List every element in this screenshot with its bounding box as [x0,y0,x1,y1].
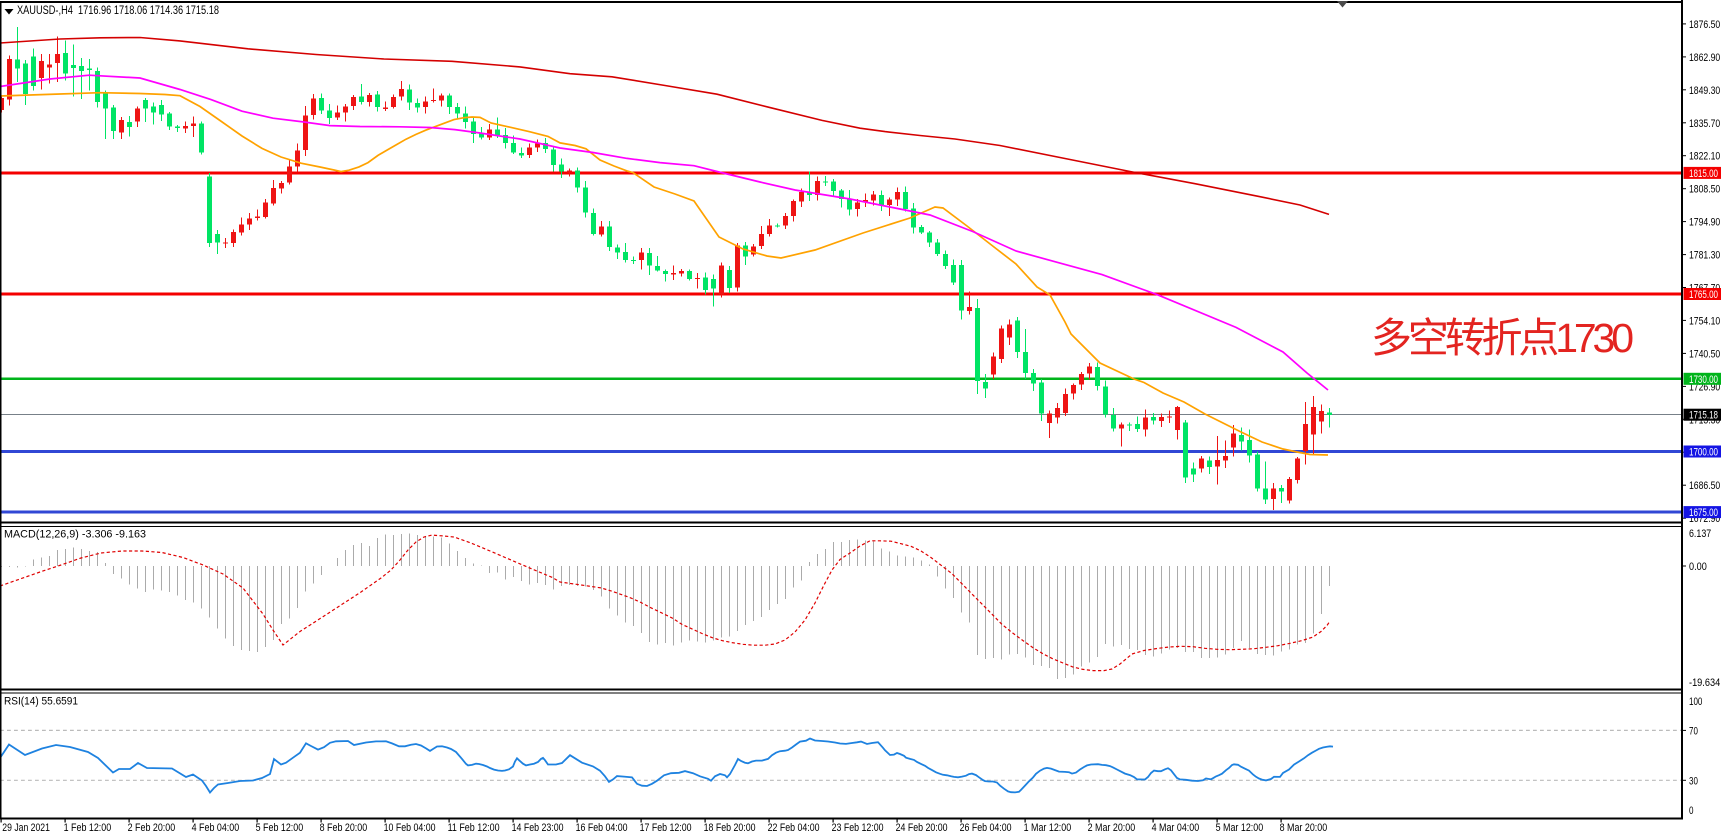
svg-text:XAUUSD-,H4 1716.96 1718.06 17: XAUUSD-,H4 1716.96 1718.06 1714.36 1715.… [17,5,219,17]
svg-text:11 Feb 12:00: 11 Feb 12:00 [448,822,500,834]
svg-text:1 Feb 12:00: 1 Feb 12:00 [64,822,112,834]
svg-text:0: 0 [1689,805,1694,817]
svg-text:2 Mar 20:00: 2 Mar 20:00 [1088,822,1136,834]
svg-text:14 Feb 23:00: 14 Feb 23:00 [512,822,564,834]
svg-text:多空转折点1730: 多空转折点1730 [1371,315,1634,361]
svg-text:1835.70: 1835.70 [1689,118,1720,130]
svg-text:26 Feb 04:00: 26 Feb 04:00 [960,822,1012,834]
svg-text:5 Feb 12:00: 5 Feb 12:00 [256,822,304,834]
svg-text:22 Feb 04:00: 22 Feb 04:00 [768,822,820,834]
svg-text:18 Feb 20:00: 18 Feb 20:00 [704,822,756,834]
svg-text:30: 30 [1689,775,1698,787]
svg-text:1754.10: 1754.10 [1689,315,1720,327]
svg-text:1822.10: 1822.10 [1689,151,1720,163]
svg-text:1815.00: 1815.00 [1689,168,1718,180]
svg-text:1 Mar 12:00: 1 Mar 12:00 [1024,822,1072,834]
svg-text:0.00: 0.00 [1689,561,1707,573]
svg-text:23 Feb 12:00: 23 Feb 12:00 [832,822,884,834]
svg-text:1794.90: 1794.90 [1689,217,1720,229]
svg-text:1808.50: 1808.50 [1689,184,1720,196]
svg-text:RSI(14) 55.6591: RSI(14) 55.6591 [4,696,78,708]
svg-text:8 Feb 20:00: 8 Feb 20:00 [320,822,368,834]
svg-text:16 Feb 04:00: 16 Feb 04:00 [576,822,628,834]
svg-text:1876.50: 1876.50 [1689,19,1720,31]
svg-text:1781.30: 1781.30 [1689,250,1720,262]
svg-text:70: 70 [1689,725,1698,737]
svg-text:1740.50: 1740.50 [1689,348,1720,360]
svg-text:4 Mar 04:00: 4 Mar 04:00 [1152,822,1200,834]
svg-text:100: 100 [1689,696,1702,708]
svg-text:4 Feb 04:00: 4 Feb 04:00 [192,822,240,834]
svg-text:6.137: 6.137 [1689,528,1711,540]
svg-text:MACD(12,26,9) -3.306 -9.163: MACD(12,26,9) -3.306 -9.163 [4,529,146,541]
svg-text:8 Mar 20:00: 8 Mar 20:00 [1280,822,1328,834]
svg-text:1862.90: 1862.90 [1689,52,1720,64]
svg-text:1686.50: 1686.50 [1689,480,1720,492]
svg-text:29 Jan 2021: 29 Jan 2021 [2,822,50,834]
svg-text:10 Feb 04:00: 10 Feb 04:00 [384,822,436,834]
svg-text:1849.30: 1849.30 [1689,85,1720,97]
svg-text:24 Feb 20:00: 24 Feb 20:00 [896,822,948,834]
svg-text:5 Mar 12:00: 5 Mar 12:00 [1216,822,1264,834]
svg-text:1730.00: 1730.00 [1689,374,1718,386]
svg-text:1675.00: 1675.00 [1689,507,1718,519]
svg-text:1700.00: 1700.00 [1689,447,1718,459]
svg-text:2 Feb 20:00: 2 Feb 20:00 [128,822,176,834]
svg-text:1715.18: 1715.18 [1689,410,1718,422]
svg-text:1765.00: 1765.00 [1689,289,1718,301]
svg-text:17 Feb 12:00: 17 Feb 12:00 [640,822,692,834]
svg-text:-19.634: -19.634 [1689,677,1720,689]
